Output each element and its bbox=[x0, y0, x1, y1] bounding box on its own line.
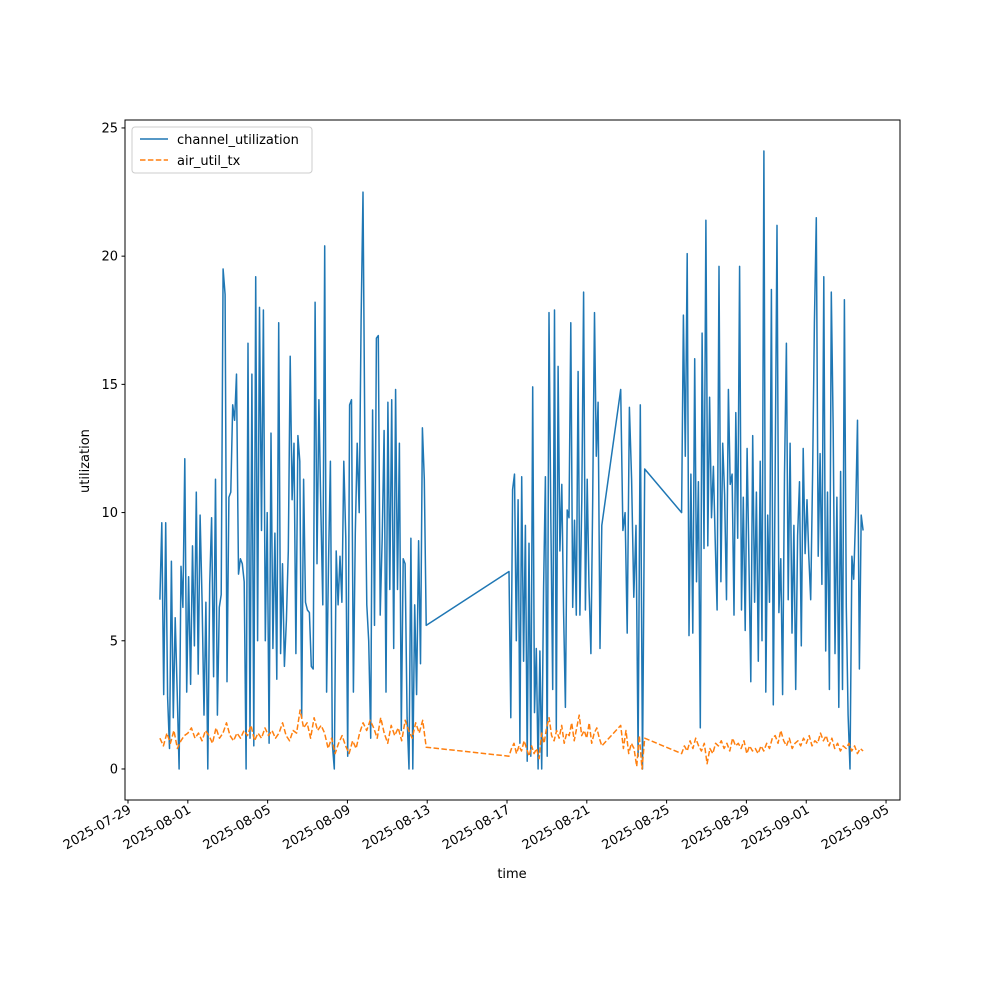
legend-label-air-util-tx: air_util_tx bbox=[177, 154, 241, 169]
series-line-channel-utilization bbox=[159, 150, 864, 770]
series-line-air-util-tx bbox=[159, 709, 864, 770]
y-tick-label: 10 bbox=[101, 506, 118, 521]
y-tick-label: 20 bbox=[101, 250, 118, 265]
legend: channel_utilization air_util_tx bbox=[131, 126, 313, 174]
y-tick-label: 15 bbox=[101, 378, 118, 393]
y-tick-label: 25 bbox=[101, 121, 118, 136]
series-layer bbox=[159, 150, 864, 770]
legend-box bbox=[131, 126, 313, 174]
y-tick-label: 0 bbox=[110, 762, 118, 777]
x-axis-label: time bbox=[497, 867, 526, 882]
legend-label-channel-utilization: channel_utilization bbox=[177, 133, 299, 148]
plot-frame bbox=[124, 119, 901, 801]
y-tick-label: 5 bbox=[110, 634, 118, 649]
y-axis-label: utilization bbox=[78, 429, 93, 493]
